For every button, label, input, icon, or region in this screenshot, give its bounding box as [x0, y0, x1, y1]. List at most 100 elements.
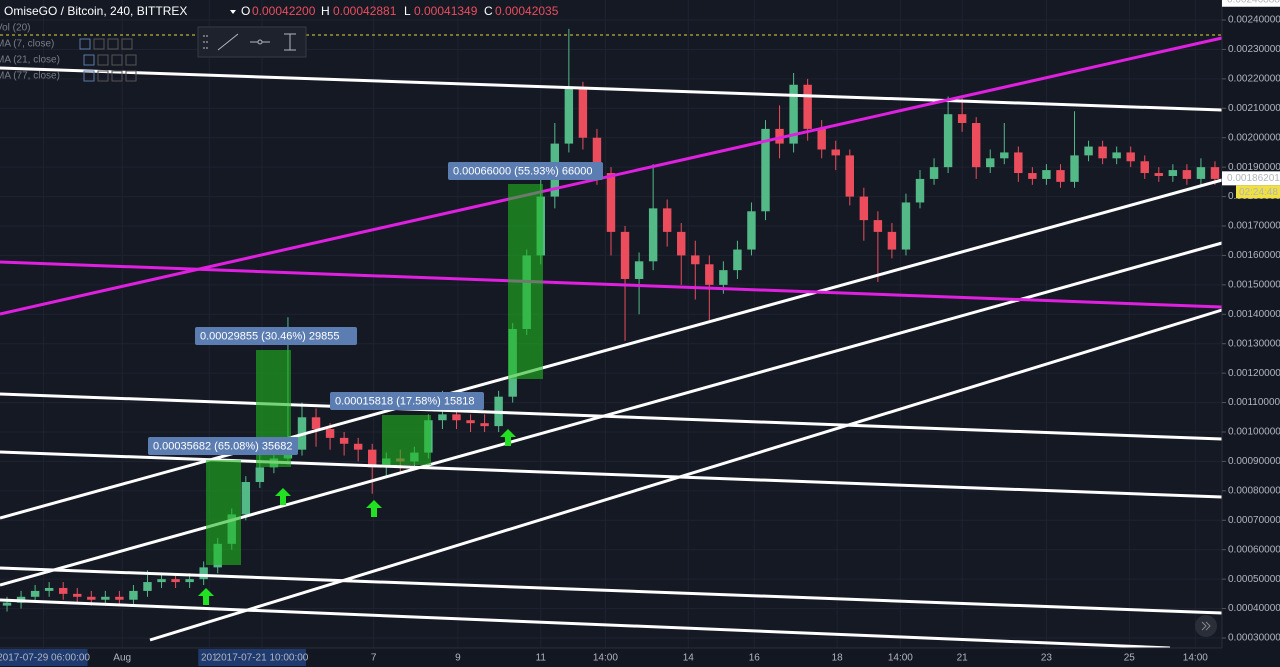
icon[interactable]: [83, 70, 95, 82]
x-tick-label-bg: [217, 649, 306, 666]
candle-body: [1182, 170, 1192, 179]
x-tick-label: 9: [455, 653, 461, 664]
candle-body: [705, 264, 714, 285]
indicator-icons: [79, 38, 137, 82]
icon[interactable]: [107, 38, 119, 50]
candle-body: [719, 270, 728, 285]
candle-body: [1154, 173, 1164, 176]
candle-body: [789, 84, 798, 144]
candle-body: [677, 231, 686, 256]
icon[interactable]: [93, 38, 105, 50]
y-tick-label: 0.00040000: [1228, 603, 1280, 614]
candle-body: [761, 128, 770, 212]
candle-body: [325, 429, 335, 438]
icon[interactable]: [97, 70, 109, 82]
candle-body: [368, 449, 377, 468]
indicator[interactable]: Vol (20): [0, 23, 30, 34]
last-price-label: 0.00186201: [1227, 173, 1280, 184]
indicator[interactable]: MA (21, close): [0, 55, 60, 66]
ohlc-key: C: [484, 4, 493, 18]
up-arrow: [366, 500, 382, 517]
top-price-label: 0.00246888: [1227, 0, 1280, 5]
measurements: 0.00035682 (65.08%) 35682 0.00029855 (30…: [148, 162, 603, 565]
candle-body: [480, 423, 489, 427]
candle-body: [185, 579, 194, 583]
candle-body: [817, 128, 826, 150]
ohlc-value: 0.00042035: [495, 4, 559, 18]
candle-body: [87, 596, 96, 600]
candle-body: [129, 590, 138, 600]
candle-body: [1028, 173, 1037, 179]
candle-body: [747, 211, 756, 250]
x-tick-label: 25: [1124, 653, 1136, 664]
tool-trend[interactable]: [217, 33, 239, 51]
icon[interactable]: [111, 54, 123, 66]
x-tick-label: 14:00: [593, 653, 618, 664]
candle-body: [859, 196, 869, 221]
candle-body: [901, 202, 911, 250]
measure-label-bg: [330, 392, 484, 410]
y-tick-label: 0.00080000: [1228, 485, 1280, 496]
icon[interactable]: [79, 38, 91, 50]
measure-label: 0.00066000 (55.93%) 66000: [453, 165, 592, 177]
y-tick-label: 0.00240000: [1228, 15, 1280, 26]
x-tick-label: 14: [683, 653, 695, 664]
candle-body: [1196, 167, 1206, 179]
trend-line: [0, 598, 1171, 650]
icon[interactable]: [97, 54, 109, 66]
candle-body: [986, 158, 995, 168]
x-tick-label: 11: [536, 653, 547, 664]
y-tick-label: 0.00190000: [1228, 162, 1280, 173]
candle-body: [255, 467, 265, 483]
candle-body: [1168, 170, 1178, 176]
candle-body: [915, 178, 925, 203]
icon[interactable]: [83, 54, 95, 66]
icon[interactable]: [121, 38, 133, 50]
price-axis: [1222, 0, 1280, 667]
candle-body: [1000, 152, 1009, 159]
candle-body: [1014, 152, 1023, 174]
candle-body: [438, 414, 447, 421]
candle-body: [1084, 146, 1093, 156]
candle-body: [606, 173, 616, 232]
ohlc-value: 0.00041349: [414, 4, 478, 18]
icon[interactable]: [125, 70, 137, 82]
indicator[interactable]: MA (77, close): [0, 71, 60, 82]
candle-body: [1112, 152, 1121, 159]
tool-range[interactable]: [284, 33, 296, 51]
candle-body: [199, 567, 208, 580]
countdown-tag: [1236, 185, 1280, 199]
candle-body: [1042, 170, 1051, 179]
y-tick-label: 0.00100000: [1228, 427, 1280, 438]
candle-body: [452, 414, 461, 421]
candle-body: [733, 249, 742, 271]
y-tick-label: 0.00110000: [1228, 397, 1280, 408]
candle-body: [845, 155, 854, 197]
x-tick-label: Aug: [113, 653, 131, 664]
candle-body: [44, 587, 54, 591]
indicator[interactable]: MA (7, close): [0, 39, 54, 50]
candle-body: [1098, 146, 1107, 159]
ohlc-value: 0.00042881: [333, 4, 397, 18]
trend-line: [0, 260, 1223, 309]
up-arrow: [275, 488, 291, 505]
y-tick-label: 0.00140000: [1228, 309, 1280, 320]
time-axis: [0, 648, 1280, 667]
candles: [2, 28, 1220, 612]
y-tick-label: 0.00070000: [1228, 515, 1280, 526]
icon[interactable]: [125, 54, 137, 66]
icon[interactable]: [111, 70, 123, 82]
x-tick-label: 16: [749, 653, 761, 664]
measure-box: [206, 460, 241, 565]
caret: [230, 10, 236, 14]
candle-body: [620, 231, 630, 279]
y-tick-label: 0.00170000: [1228, 221, 1280, 232]
candle-body: [101, 596, 110, 600]
candle-body: [143, 582, 152, 591]
candle-body: [831, 149, 840, 156]
candle-body: [929, 167, 939, 179]
candle-body: [1070, 155, 1079, 182]
candle-body: [1210, 167, 1220, 179]
